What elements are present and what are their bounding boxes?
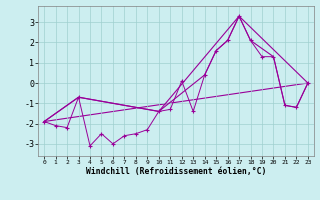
X-axis label: Windchill (Refroidissement éolien,°C): Windchill (Refroidissement éolien,°C) [86, 167, 266, 176]
